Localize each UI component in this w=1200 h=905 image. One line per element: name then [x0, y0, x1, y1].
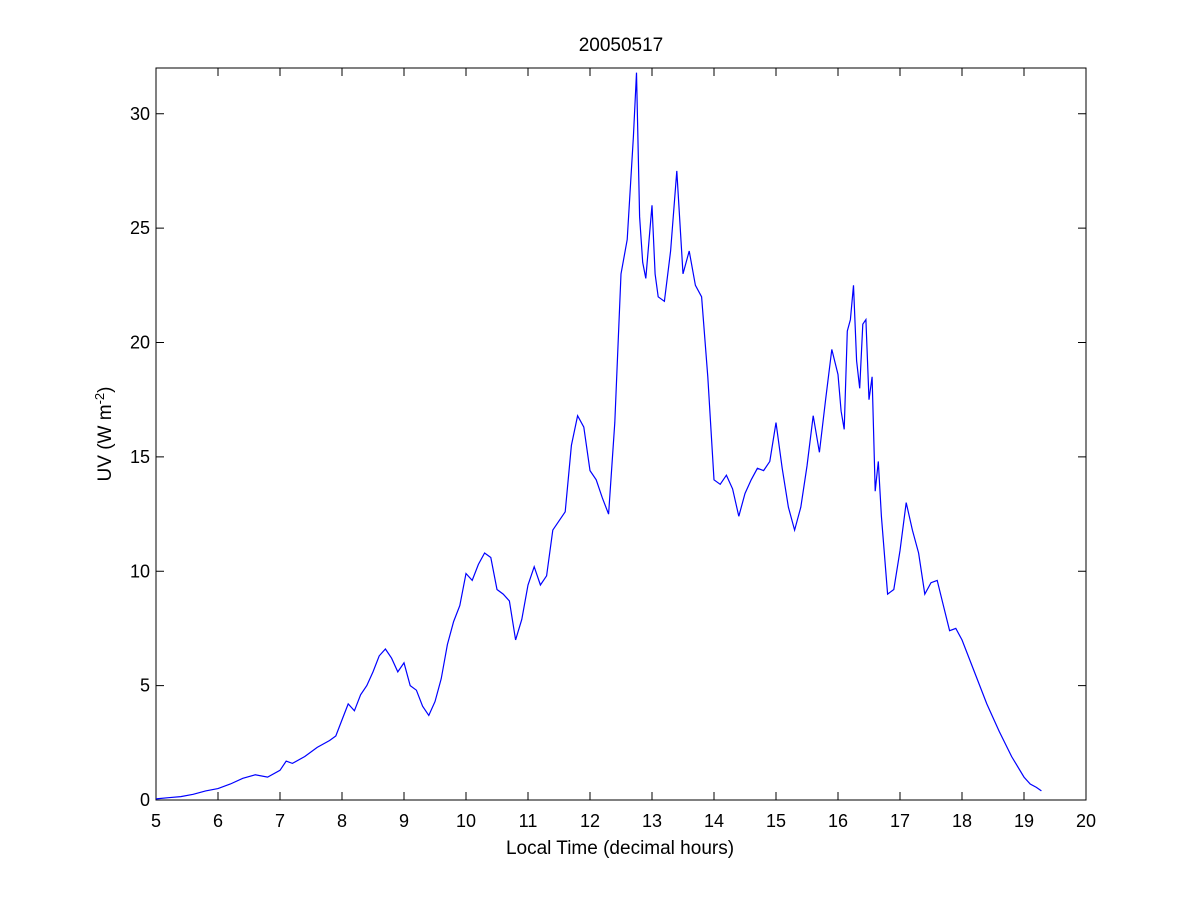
y-tick-label: 25 [130, 218, 150, 238]
y-axis-label-main: UV (W m [95, 404, 116, 481]
y-tick-label: 5 [140, 676, 150, 696]
x-tick-label: 8 [337, 811, 347, 831]
y-tick-label: 0 [140, 790, 150, 810]
x-tick-label: 16 [828, 811, 848, 831]
x-tick-label: 10 [456, 811, 476, 831]
x-tick-label: 15 [766, 811, 786, 831]
x-tick-label: 12 [580, 811, 600, 831]
x-tick-label: 17 [890, 811, 910, 831]
x-axis-label: Local Time (decimal hours) [506, 838, 734, 859]
x-tick-label: 19 [1014, 811, 1034, 831]
x-tick-label: 5 [151, 811, 161, 831]
y-tick-label: 20 [130, 333, 150, 353]
x-tick-label: 9 [399, 811, 409, 831]
x-tick-label: 6 [213, 811, 223, 831]
x-axis: 5 6 7 8 9 10 11 12 13 14 15 16 17 18 19 20 [151, 68, 1096, 831]
x-tick-label: 18 [952, 811, 972, 831]
y-tick-label: 30 [130, 104, 150, 124]
y-tick-label: 10 [130, 561, 150, 581]
x-tick-label: 20 [1076, 811, 1096, 831]
y-axis-label: UV (W m-2) [92, 387, 117, 482]
plot-area-frame [155, 67, 1087, 801]
chart-title: 20050517 [579, 35, 664, 56]
x-tick-label: 7 [275, 811, 285, 831]
y-axis-label-superscript: -2 [92, 393, 107, 405]
x-tick-label: 13 [642, 811, 662, 831]
y-tick-label: 15 [130, 447, 150, 467]
y-axis: 0 5 10 15 20 25 30 [130, 104, 1086, 810]
y-axis-label-close: ) [95, 387, 116, 393]
x-tick-label: 11 [519, 811, 538, 831]
x-tick-label: 14 [704, 811, 724, 831]
uv-series-line [155, 72, 1042, 800]
